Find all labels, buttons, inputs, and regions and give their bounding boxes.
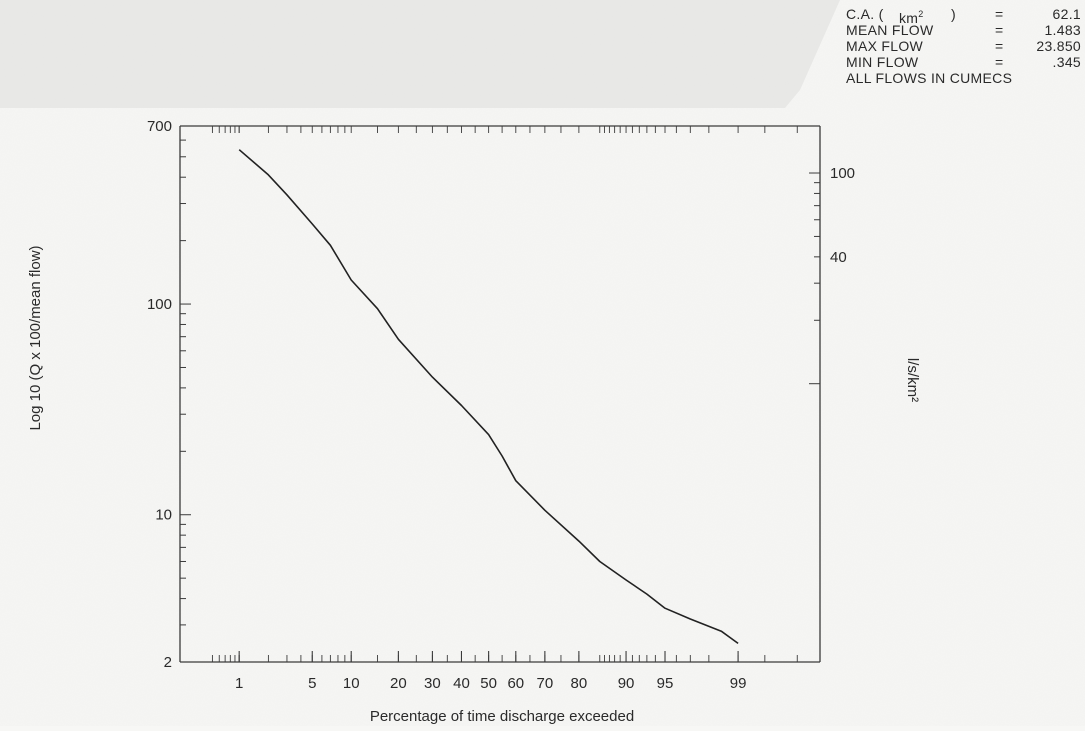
x-tick-label: 99 xyxy=(730,675,747,692)
x-tick-label: 20 xyxy=(390,675,407,692)
y2-tick-label: 40 xyxy=(830,249,847,266)
y-tick-label: 10 xyxy=(155,507,172,524)
y2-tick-label: 100 xyxy=(830,165,855,182)
series-layer xyxy=(238,149,739,645)
flow-duration-curve xyxy=(238,149,739,645)
catchment-area-label: C.A. ( xyxy=(846,6,884,22)
y-tick-label: 2 xyxy=(164,654,172,671)
units-note-row: ALL FLOWS IN CUMECS xyxy=(846,70,1081,86)
y-tick-label: 700 xyxy=(147,118,172,135)
catchment-area-unit-sup: 2 xyxy=(918,9,924,19)
units-note: ALL FLOWS IN CUMECS xyxy=(846,70,1013,86)
min-flow-value: .345 xyxy=(1052,54,1081,70)
y-tick-label: 100 xyxy=(147,296,172,313)
x-tick-label: 30 xyxy=(424,675,441,692)
x-axis-title: Percentage of time discharge exceeded xyxy=(370,708,634,725)
x-tick-label: 70 xyxy=(537,675,554,692)
min-flow-equals: = xyxy=(995,54,1004,70)
mean-flow-label: MEAN FLOW xyxy=(846,22,934,38)
x-tick-label: 50 xyxy=(480,675,497,692)
max-flow-label: MAX FLOW xyxy=(846,38,924,54)
max-flow-row: MAX FLOW = 23.850 xyxy=(846,38,1081,54)
x-tick-label: 40 xyxy=(453,675,470,692)
y2-axis-title: l/s/km² xyxy=(904,358,921,402)
catchment-area-unit: km2 xyxy=(899,6,924,26)
catchment-info: C.A. ( km2 ) = 62.1 MEAN FLOW = 1.483 MA… xyxy=(846,6,1081,86)
x-tick-label: 80 xyxy=(571,675,588,692)
x-tick-label: 60 xyxy=(507,675,524,692)
y-axis-title: Log 10 (Q x 100/mean flow) xyxy=(27,245,44,430)
min-flow-label: MIN FLOW xyxy=(846,54,919,70)
mean-flow-equals: = xyxy=(995,22,1004,38)
x-tick-label: 90 xyxy=(618,675,635,692)
catchment-area-value: 62.1 xyxy=(1052,6,1081,22)
x-tick-label: 5 xyxy=(308,675,316,692)
catchment-area-row: C.A. ( km2 ) = 62.1 xyxy=(846,6,1081,26)
x-tick-label: 1 xyxy=(235,675,243,692)
mean-flow-value: 1.483 xyxy=(1044,22,1081,38)
mean-flow-row: MEAN FLOW = 1.483 xyxy=(846,22,1081,38)
x-tick-label: 95 xyxy=(657,675,674,692)
catchment-area-close: ) xyxy=(951,6,956,22)
min-flow-row: MIN FLOW = .345 xyxy=(846,54,1081,70)
x-tick-label: 10 xyxy=(343,675,360,692)
catchment-area-equals: = xyxy=(995,6,1004,22)
ticks-layer xyxy=(180,125,820,663)
max-flow-equals: = xyxy=(995,38,1004,54)
max-flow-value: 23.850 xyxy=(1036,38,1081,54)
catchment-area-unit-text: km xyxy=(899,10,919,26)
